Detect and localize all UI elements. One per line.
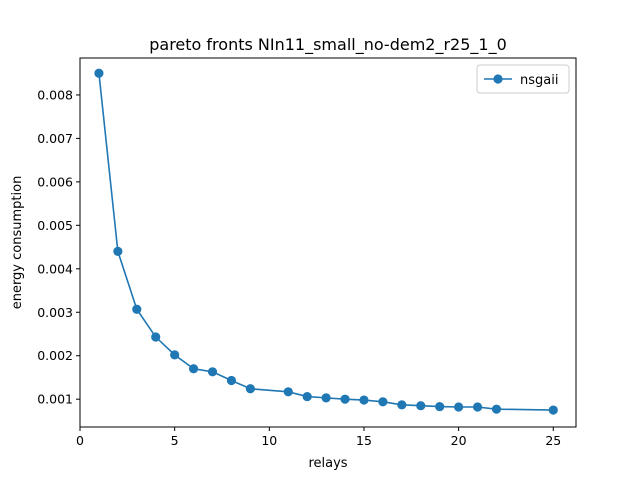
data-point [151, 332, 161, 342]
data-point [226, 375, 237, 386]
data-point [113, 246, 123, 257]
axes-frame [79, 57, 577, 428]
data-point [397, 400, 407, 410]
x-tick-label: 0 [76, 433, 84, 448]
data-point [435, 401, 445, 412]
chart-title: pareto fronts NIn11_small_no-dem2_r25_1_… [149, 35, 507, 55]
x-tick-label: 10 [261, 433, 277, 448]
y-tick-label: 0.003 [37, 305, 73, 320]
data-point [454, 402, 464, 412]
y-tick-label: 0.005 [37, 218, 73, 233]
data-point [491, 404, 502, 414]
data-point [548, 405, 558, 415]
x-axis-ticks: 0 5 10 15 20 25 [76, 427, 561, 448]
data-point [302, 391, 312, 402]
y-tick-label: 0.004 [37, 261, 73, 276]
y-tick-label: 0.008 [37, 87, 73, 102]
data-point [472, 402, 483, 412]
series-nsgaii [94, 68, 558, 415]
plot-area [80, 58, 576, 427]
series-line-nsgaii [98, 73, 554, 411]
axes-background [80, 58, 576, 427]
data-point [340, 394, 350, 404]
axes-spines [79, 57, 577, 428]
data-point [283, 387, 293, 397]
legend-label-nsgaii: nsgaii [520, 73, 558, 88]
data-point [378, 397, 388, 407]
legend-box [476, 64, 570, 94]
data-point [132, 304, 142, 314]
y-tick-label: 0.006 [37, 174, 73, 189]
legend: nsgaii [476, 64, 570, 94]
data-point [321, 393, 331, 403]
data-point [245, 384, 255, 394]
y-axis-ticks: 0.001 0.002 0.003 0.004 0.005 0.006 0.007 0.008 [37, 87, 80, 407]
data-point [207, 367, 218, 377]
y-tick-label: 0.002 [37, 348, 73, 363]
y-axis-label: energy consumption [10, 176, 25, 310]
data-point [188, 364, 199, 374]
x-tick-label: 15 [356, 433, 372, 448]
x-tick-label: 25 [545, 433, 561, 448]
legend-marker-sample [493, 74, 503, 84]
y-tick-label: 0.001 [37, 392, 73, 407]
data-point [359, 395, 369, 405]
data-point [94, 68, 104, 78]
data-point [170, 350, 180, 360]
x-axis-label: relays [308, 456, 347, 471]
x-tick-label: 20 [451, 433, 467, 448]
x-tick-label: 5 [171, 433, 179, 448]
y-tick-label: 0.007 [37, 131, 73, 146]
data-point [416, 401, 426, 411]
